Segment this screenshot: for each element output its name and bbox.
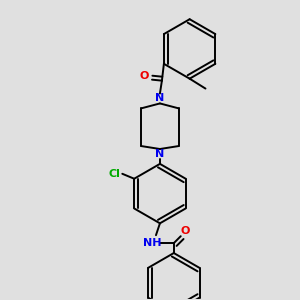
- Text: NH: NH: [143, 238, 161, 248]
- Text: N: N: [155, 149, 165, 159]
- Text: O: O: [181, 226, 190, 236]
- Text: O: O: [140, 71, 149, 81]
- Text: Cl: Cl: [108, 169, 120, 179]
- Text: N: N: [155, 94, 165, 103]
